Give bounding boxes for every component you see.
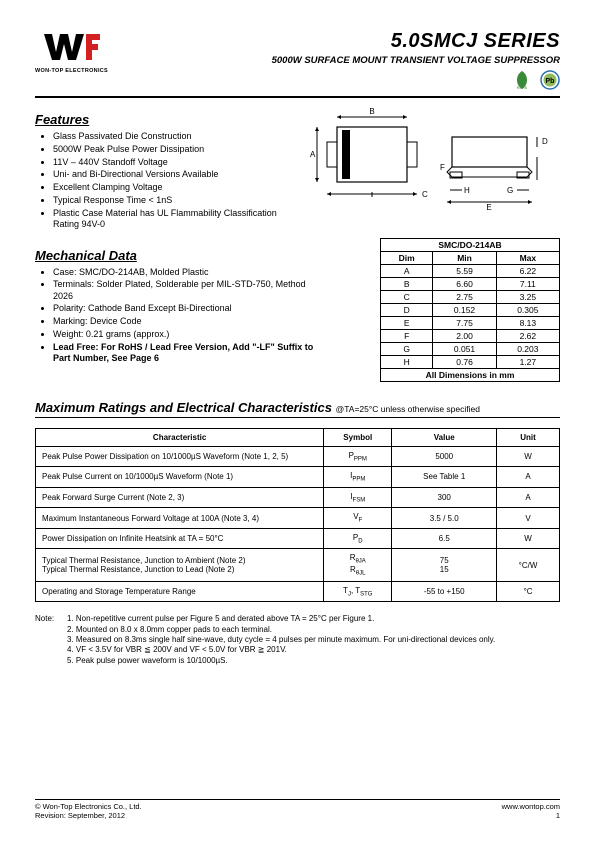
features-list: Glass Passivated Die Construction 5000W …	[35, 131, 290, 230]
company-logo: WON-TOP ELECTRONICS	[35, 30, 108, 74]
mechanical-heading: Mechanical Data	[35, 248, 315, 263]
ratings-rule	[35, 417, 560, 418]
ratings-header: Unit	[497, 428, 560, 446]
footer-revision: Revision: September, 2012	[35, 811, 142, 820]
table-row: Maximum Instantaneous Forward Voltage at…	[36, 508, 560, 529]
note-item: 5. Peak pulse power waveform is 10/1000µ…	[35, 656, 560, 666]
svg-text:E: E	[486, 203, 491, 212]
ratings-heading: Maximum Ratings and Electrical Character…	[35, 400, 560, 415]
table-row: Typical Thermal Resistance, Junction to …	[36, 549, 560, 581]
logo-mark-icon	[42, 30, 102, 66]
table-row: Peak Forward Surge Current (Note 2, 3)IF…	[36, 487, 560, 508]
note-item: 2. Mounted on 8.0 x 8.0mm copper pads to…	[35, 625, 560, 635]
table-row: Peak Pulse Power Dissipation on 10/1000µ…	[36, 446, 560, 467]
table-row: H0.761.27	[381, 355, 560, 368]
table-row: Operating and Storage Temperature RangeT…	[36, 581, 560, 602]
table-row: E7.758.13	[381, 316, 560, 329]
list-item: Glass Passivated Die Construction	[53, 131, 290, 142]
company-name: WON-TOP ELECTRONICS	[35, 68, 108, 74]
notes-block: Note:1. Non-repetitive current pulse per…	[35, 614, 560, 666]
dim-footer: All Dimensions in mm	[380, 369, 560, 382]
footer-copyright: © Won-Top Electronics Co., Ltd.	[35, 802, 142, 811]
list-item: Lead Free: For RoHS / Lead Free Version,…	[53, 342, 315, 365]
series-title: 5.0SMCJ SERIES	[272, 30, 560, 53]
table-row: A5.596.22	[381, 264, 560, 277]
svg-text:A: A	[310, 150, 316, 159]
dimension-table: SMC/DO-214AB Dim Min Max A5.596.22 B6.60…	[380, 238, 560, 382]
features-heading: Features	[35, 112, 290, 127]
mechanical-list: Case: SMC/DO-214AB, Molded Plastic Termi…	[35, 267, 315, 365]
dim-header: Max	[496, 251, 559, 264]
table-row: Peak Pulse Current on 10/1000µS Waveform…	[36, 467, 560, 488]
list-item: Typical Response Time < 1nS	[53, 195, 290, 206]
page-footer: © Won-Top Electronics Co., Ltd. Revision…	[35, 799, 560, 820]
ratings-header: Characteristic	[36, 428, 324, 446]
table-row: C2.753.25	[381, 290, 560, 303]
list-item: Case: SMC/DO-214AB, Molded Plastic	[53, 267, 315, 278]
list-item: Uni- and Bi-Directional Versions Availab…	[53, 169, 290, 180]
list-item: Weight: 0.21 grams (approx.)	[53, 329, 315, 340]
dim-header: Min	[433, 251, 496, 264]
note-item: 3. Measured on 8.3ms single half sine-wa…	[35, 635, 560, 645]
list-item: Marking: Device Code	[53, 316, 315, 327]
ratings-header: Symbol	[324, 428, 392, 446]
table-row: B6.607.11	[381, 277, 560, 290]
ratings-table: Characteristic Symbol Value Unit Peak Pu…	[35, 428, 560, 603]
ratings-condition: @TA=25°C unless otherwise specified	[336, 404, 480, 414]
page-number: 1	[502, 811, 560, 820]
svg-text:C: C	[422, 190, 428, 199]
ratings-header: Value	[392, 428, 497, 446]
svg-text:H: H	[464, 186, 470, 195]
package-diagram: B A C D F E H G	[302, 102, 560, 212]
dim-caption: SMC/DO-214AB	[380, 238, 560, 251]
table-row: Power Dissipation on Infinite Heatsink a…	[36, 528, 560, 549]
svg-text:B: B	[369, 107, 374, 116]
list-item: 11V – 440V Standoff Voltage	[53, 157, 290, 168]
svg-text:Pb: Pb	[546, 78, 555, 85]
svg-text:G: G	[507, 186, 513, 195]
notes-label: Note:	[35, 614, 67, 624]
note-item: 1. Non-repetitive current pulse per Figu…	[67, 614, 374, 623]
table-row: F2.002.62	[381, 329, 560, 342]
svg-text:D: D	[542, 137, 548, 146]
header-rule	[35, 96, 560, 98]
subtitle: 5000W SURFACE MOUNT TRANSIENT VOLTAGE SU…	[272, 55, 560, 66]
list-item: Terminals: Solder Plated, Solderable per…	[53, 279, 315, 302]
dim-header: Dim	[381, 251, 433, 264]
list-item: Polarity: Cathode Band Except Bi-Directi…	[53, 303, 315, 314]
footer-url: www.wontop.com	[502, 802, 560, 811]
list-item: Excellent Clamping Voltage	[53, 182, 290, 193]
svg-text:F: F	[440, 163, 445, 172]
note-item: 4. VF < 3.5V for VBR ≦ 200V and VF < 5.0…	[35, 645, 560, 655]
rohs-icon: RoHS	[511, 70, 533, 90]
svg-text:RoHS: RoHS	[517, 85, 528, 90]
table-row: G0.0510.203	[381, 342, 560, 355]
list-item: Plastic Case Material has UL Flammabilit…	[53, 208, 290, 231]
list-item: 5000W Peak Pulse Power Dissipation	[53, 144, 290, 155]
pbfree-icon: Pb	[540, 70, 560, 90]
table-row: D0.1520.305	[381, 303, 560, 316]
